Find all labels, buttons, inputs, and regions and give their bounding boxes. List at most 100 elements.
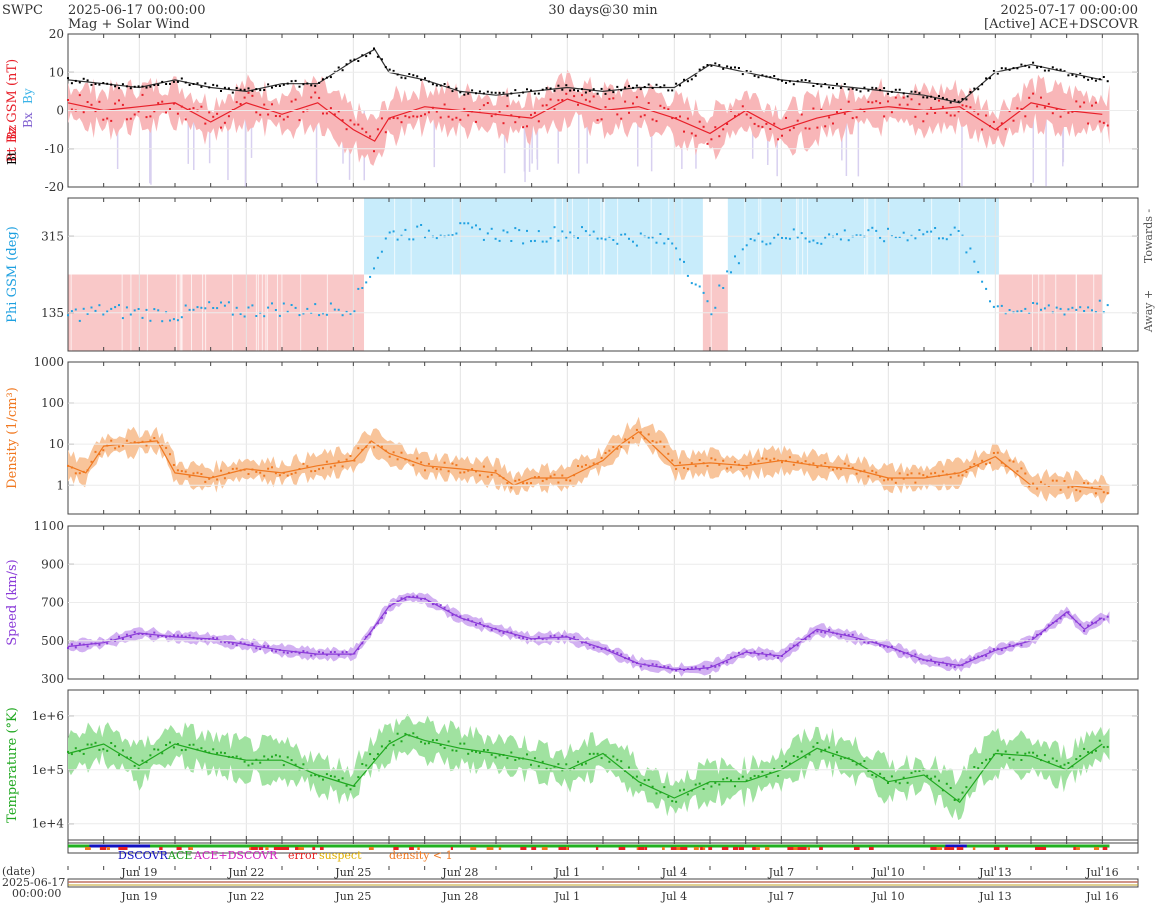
temperature-point [149, 754, 152, 757]
bz-point [565, 92, 568, 95]
temperature-point [741, 775, 744, 778]
temperature-point [581, 763, 583, 766]
phi-point [632, 240, 634, 243]
status-flag [258, 847, 264, 850]
temperature-point [196, 748, 199, 751]
speed-point [1036, 633, 1039, 636]
speed-point [624, 657, 627, 660]
bz-point [690, 132, 693, 135]
mag-legend: Bt Bz By Bx [5, 88, 35, 165]
density-point [855, 472, 858, 475]
speed-point [1047, 624, 1050, 627]
status-flag [670, 847, 678, 850]
speed-point [973, 656, 976, 659]
phi-point [565, 236, 568, 239]
phi-point [675, 247, 678, 250]
phi-point [596, 237, 599, 240]
temperature-point [329, 775, 332, 777]
bt-point [412, 74, 415, 77]
phi-point [737, 262, 740, 265]
density-point [777, 459, 780, 462]
speed-point [690, 666, 693, 669]
speed-point [165, 635, 168, 638]
bz-point [812, 107, 815, 110]
speed-point [714, 665, 717, 668]
status-flag [85, 847, 88, 850]
phi-point [380, 250, 383, 253]
density-point [1071, 485, 1074, 488]
density-point [549, 475, 552, 478]
density-point [612, 446, 615, 448]
temperature-point [989, 758, 991, 761]
speed-point [863, 641, 866, 644]
status-flag [189, 847, 193, 850]
bz-point [941, 105, 944, 108]
phi-point [537, 230, 540, 233]
phi-point [969, 247, 972, 250]
away-label: Away + [1142, 290, 1155, 333]
speed-point [1020, 644, 1023, 647]
density-point [1063, 480, 1066, 482]
speed-point [1004, 647, 1007, 649]
bz-point [1059, 115, 1062, 118]
status-flag [178, 847, 181, 850]
speed-point [1067, 611, 1070, 614]
speed-point [255, 647, 258, 650]
density-point [526, 482, 528, 485]
temperature-point [851, 760, 854, 762]
temperature-point [553, 765, 556, 768]
status-flag [470, 847, 477, 850]
temperature-point [1067, 762, 1070, 764]
x-tick-label: Jun 28 [441, 866, 478, 879]
bz-point [329, 107, 332, 110]
density-point [341, 465, 344, 468]
bt-point [847, 88, 850, 91]
bz-point [710, 138, 713, 141]
density-point [839, 468, 842, 471]
temperature-point [443, 747, 446, 749]
density-point [129, 442, 132, 445]
temperature-point [223, 752, 226, 755]
speed-point [632, 660, 634, 663]
density-point [345, 458, 348, 461]
density-point [824, 462, 827, 465]
bz-point [165, 111, 168, 114]
bz-point [400, 121, 403, 124]
bz-point [235, 101, 238, 104]
bt-point [337, 66, 340, 69]
density-point [553, 473, 556, 476]
density-point [561, 474, 564, 477]
density-point [78, 472, 81, 475]
legend-bz: Bz [5, 125, 19, 140]
temperature-point [172, 746, 175, 749]
temperature-point [718, 783, 721, 786]
bt-point [918, 92, 921, 95]
temperature-point [427, 742, 430, 745]
speed-point [702, 665, 705, 668]
density-point [635, 428, 638, 431]
temperature-point [110, 742, 113, 744]
density-point [1098, 485, 1101, 488]
density-point [667, 452, 670, 455]
phi-point [121, 317, 124, 320]
density-point [392, 451, 395, 454]
temperature-point [533, 757, 536, 760]
speed-point [792, 644, 795, 647]
density-point [557, 481, 560, 484]
temperature-point [357, 776, 360, 779]
density-point [1091, 486, 1093, 489]
bt-point [220, 90, 222, 92]
temperature-point [1036, 754, 1039, 757]
phi-point [451, 234, 454, 237]
temperature-point [694, 783, 697, 786]
phi-point [439, 234, 442, 237]
phi-point [494, 237, 497, 240]
bz-point [1043, 106, 1046, 109]
status-flag [797, 847, 803, 850]
phi-point [949, 233, 952, 236]
phi-point [239, 313, 242, 315]
speed-point [455, 614, 458, 617]
temperature-point [349, 788, 352, 791]
speed-point [839, 635, 842, 638]
status-flag [88, 847, 91, 850]
